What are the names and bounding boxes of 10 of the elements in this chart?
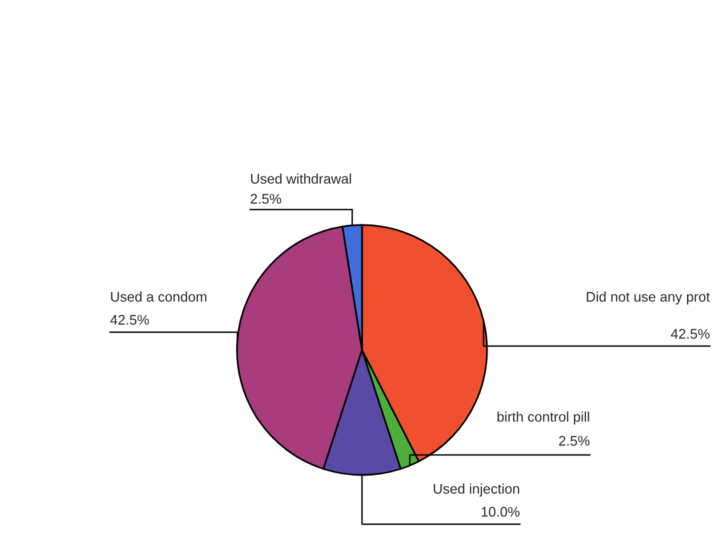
slice-label: Used a condom (111, 292, 206, 302)
data-label: 42.5% (670, 328, 710, 339)
slice-label: Did not use any prot (586, 292, 710, 304)
slice-label: Used withdrawal (251, 174, 351, 184)
data-label: 2.5% (250, 194, 282, 204)
data-label: 10.0% (482, 506, 520, 517)
data-label: 42.5% (110, 314, 149, 325)
slice-label: Used injection (434, 484, 520, 496)
slice-label: birth control pill (498, 412, 590, 424)
data-label: 2.5% (559, 436, 590, 446)
